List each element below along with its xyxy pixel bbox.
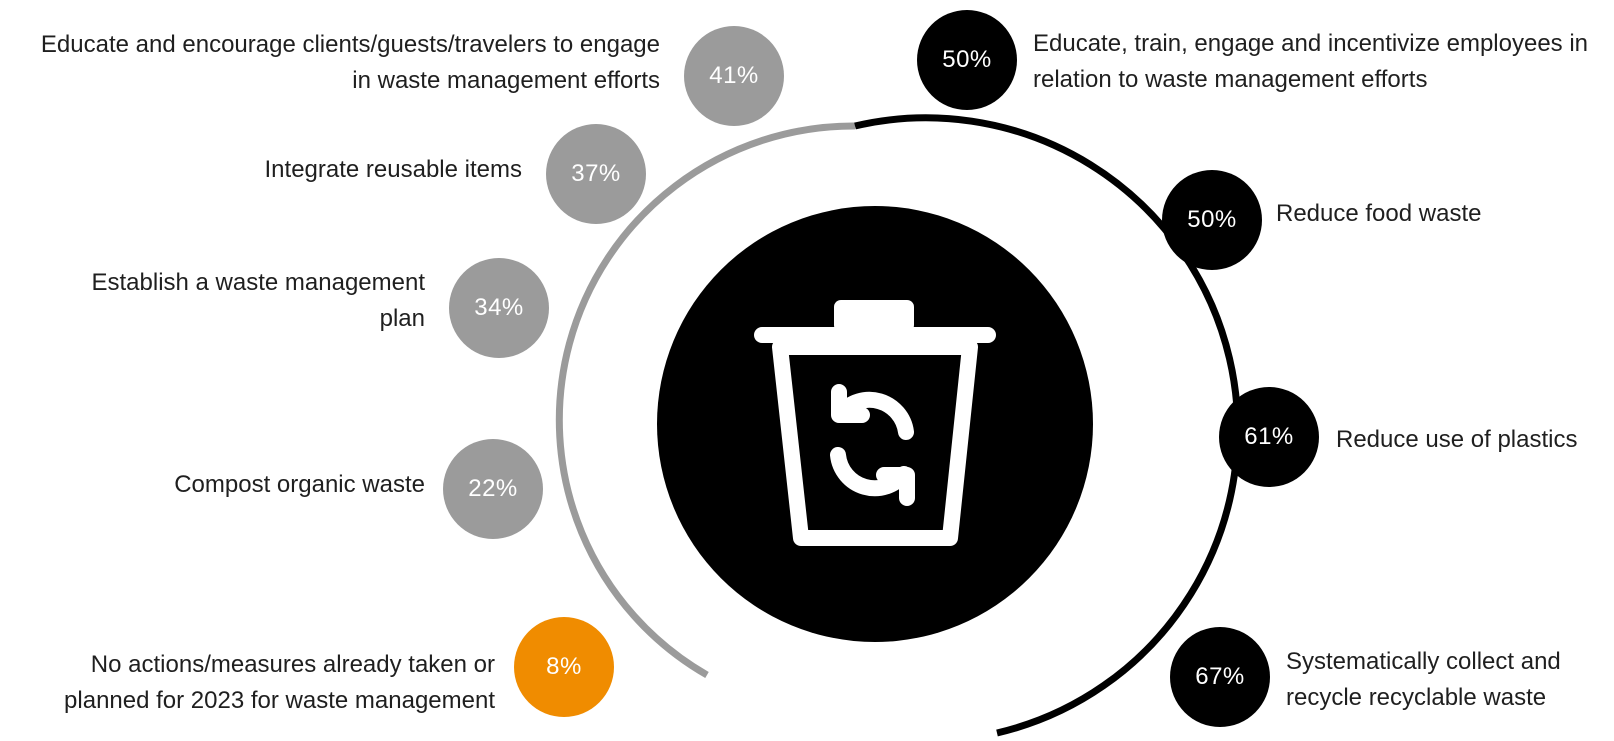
badge-right-1: 50% [1162,170,1262,270]
badge-left-3: 22% [443,439,543,539]
recycle-bin-icon [754,300,996,546]
label-right-3: Systematically collect and recycle recyc… [1286,648,1561,711]
label-right-2: Reduce use of plastics [1336,426,1578,453]
left-arc [555,122,856,679]
badge-right-0: 50% [917,10,1017,110]
label-left-4: No actions/measures already taken or pla… [64,651,495,714]
badge-left-0: 41% [684,26,784,126]
label-right-0: Educate, train, engage and incentivize e… [1033,30,1589,93]
label-left-1: Integrate reusable items [264,156,522,183]
badge-right-2: 61% [1219,387,1319,487]
label-left-0: Educate and encourage clients/guests/tra… [40,31,660,94]
right-arc [854,114,1242,737]
badge-right-3: 67% [1170,627,1270,727]
label-left-2: Establish a waste management plan [91,269,425,332]
badge-left-4: 8% [514,617,614,717]
badge-left-2: 34% [449,258,549,358]
label-right-1: Reduce food waste [1276,200,1482,227]
label-left-3: Compost organic waste [174,471,425,498]
badge-left-1: 37% [546,124,646,224]
center-disc [657,206,1093,642]
